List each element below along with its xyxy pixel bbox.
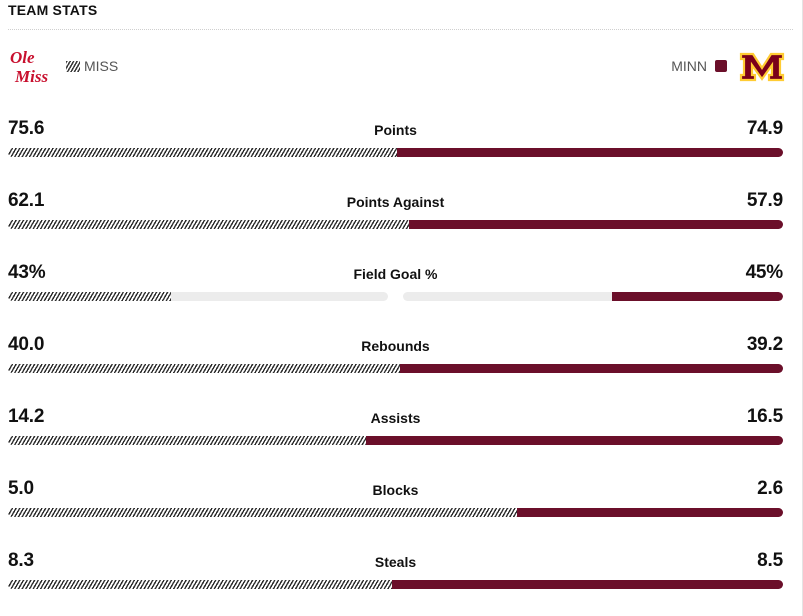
stat-label: Steals (374, 554, 417, 570)
away-stat-value: 14.2 (8, 406, 45, 427)
minnesota-logo-icon (739, 52, 785, 82)
home-track (403, 292, 783, 301)
away-track (8, 292, 388, 301)
home-stat-value: 39.2 (746, 334, 783, 355)
home-stat-value: 57.9 (746, 190, 783, 211)
away-stat-value: 43% (8, 262, 46, 283)
away-team-legend: MISS (60, 58, 118, 74)
stat-label: Points Against (346, 194, 445, 210)
comparison-bar (8, 220, 783, 229)
away-hatch-swatch (66, 60, 80, 72)
stat-label: Blocks (372, 482, 419, 498)
away-bar (8, 436, 366, 445)
section-title: TEAM STATS (8, 2, 98, 18)
away-bar (8, 508, 517, 517)
comparison-bar (8, 508, 783, 517)
home-stat-value: 16.5 (746, 406, 783, 427)
home-bar (397, 148, 783, 157)
away-bar (8, 364, 400, 373)
ole-miss-logo-icon: Ole Miss (10, 48, 48, 86)
stat-label: Rebounds (361, 338, 430, 354)
away-stat-value: 5.0 (8, 478, 34, 499)
title-divider (8, 29, 793, 30)
away-stat-value: 40.0 (8, 334, 45, 355)
stat-row-field-goal-pct: 43% Field Goal % 45% (8, 262, 783, 312)
stat-label: Points (374, 122, 417, 138)
home-bar (392, 580, 783, 589)
home-solid-swatch (715, 60, 727, 72)
stat-row-steals: 8.3 Steals 8.5 (8, 550, 783, 600)
home-stat-value: 74.9 (746, 118, 783, 139)
home-stat-value: 45% (745, 262, 784, 283)
away-stat-value: 75.6 (8, 118, 45, 139)
stat-label: Assists (370, 410, 421, 426)
stat-row-rebounds: 40.0 Rebounds 39.2 (8, 334, 783, 384)
away-logo-text-1: Ole (10, 48, 35, 67)
away-stat-value: 62.1 (8, 190, 45, 211)
home-bar (517, 508, 783, 517)
stat-row-assists: 14.2 Assists 16.5 (8, 406, 783, 456)
away-logo-text-2: Miss (14, 67, 48, 86)
home-bar (612, 292, 783, 301)
home-team-abbr: MINN (671, 58, 707, 74)
home-team-legend: MINN (671, 58, 727, 74)
home-bar (409, 220, 783, 229)
away-team-abbr: MISS (84, 58, 119, 74)
home-stat-value: 2.6 (757, 478, 783, 499)
stat-row-points: 75.6 Points 74.9 (8, 118, 783, 168)
stat-row-blocks: 5.0 Blocks 2.6 (8, 478, 783, 528)
comparison-bar (8, 364, 783, 373)
stat-row-points-against: 62.1 Points Against 57.9 (8, 190, 783, 240)
home-stat-value: 8.5 (757, 550, 783, 571)
comparison-bar (8, 292, 783, 301)
comparison-bar (8, 148, 783, 157)
away-bar (8, 148, 397, 157)
comparison-bar (8, 436, 783, 445)
home-bar (366, 436, 783, 445)
away-bar (8, 580, 392, 589)
comparison-bar (8, 580, 783, 589)
away-team-header: Ole Miss MISS (8, 46, 118, 86)
away-stat-value: 8.3 (8, 550, 34, 571)
home-team-header: MINN (671, 46, 785, 86)
away-bar (8, 292, 172, 301)
away-bar (8, 220, 409, 229)
stat-label: Field Goal % (353, 266, 438, 282)
home-bar (400, 364, 783, 373)
